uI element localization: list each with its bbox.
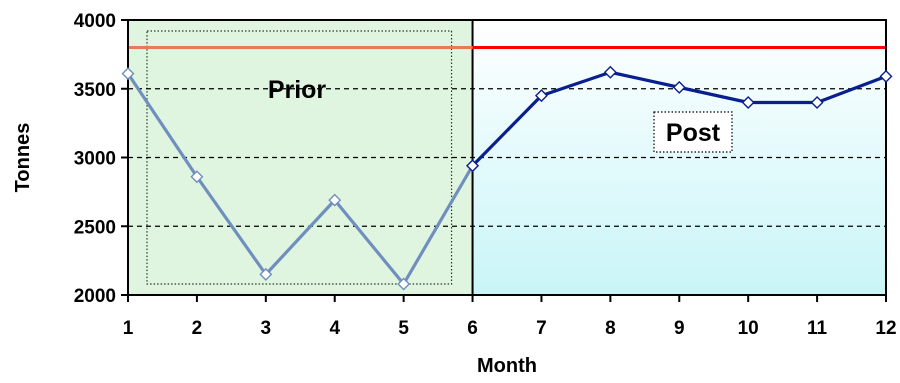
x-tick-label: 12	[875, 318, 896, 339]
data-point	[121, 67, 135, 81]
series-line-1	[126, 72, 475, 286]
x-tick-label: 7	[536, 318, 547, 339]
data-point	[741, 96, 755, 109]
x-tick-label: 1	[123, 318, 134, 339]
post-label: Post	[666, 119, 721, 147]
x-axis-title: Month	[477, 355, 537, 377]
data-point	[879, 69, 893, 83]
x-tick-label: 3	[261, 318, 272, 339]
data-point	[190, 170, 204, 184]
x-tick-label: 6	[467, 318, 478, 339]
x-tick-label: 2	[192, 318, 203, 339]
data-point	[259, 267, 273, 281]
prior-region-frame	[146, 30, 453, 285]
post-label-box	[653, 111, 733, 153]
y-tick-label: 3000	[74, 149, 116, 170]
x-tick-label: 9	[674, 318, 685, 339]
y-tick-label: 3500	[74, 80, 116, 101]
data-point	[672, 80, 686, 94]
x-tick-label: 8	[605, 318, 616, 339]
x-tick-label: 11	[807, 318, 828, 339]
y-tick-label: 2500	[74, 217, 116, 238]
y-tick-label: 2000	[74, 286, 116, 307]
data-point	[603, 65, 617, 79]
data-point	[810, 96, 824, 109]
data-point	[534, 89, 548, 103]
x-tick-label: 4	[329, 318, 340, 339]
data-point	[466, 159, 480, 173]
data-point	[397, 277, 411, 291]
y-tick-label: 4000	[74, 11, 116, 32]
prior-label: Prior	[268, 76, 327, 104]
x-tick-label: 5	[398, 318, 409, 339]
x-tick-label: 10	[738, 318, 759, 339]
data-point	[328, 193, 342, 207]
y-axis-title: Tonnes	[12, 123, 34, 193]
